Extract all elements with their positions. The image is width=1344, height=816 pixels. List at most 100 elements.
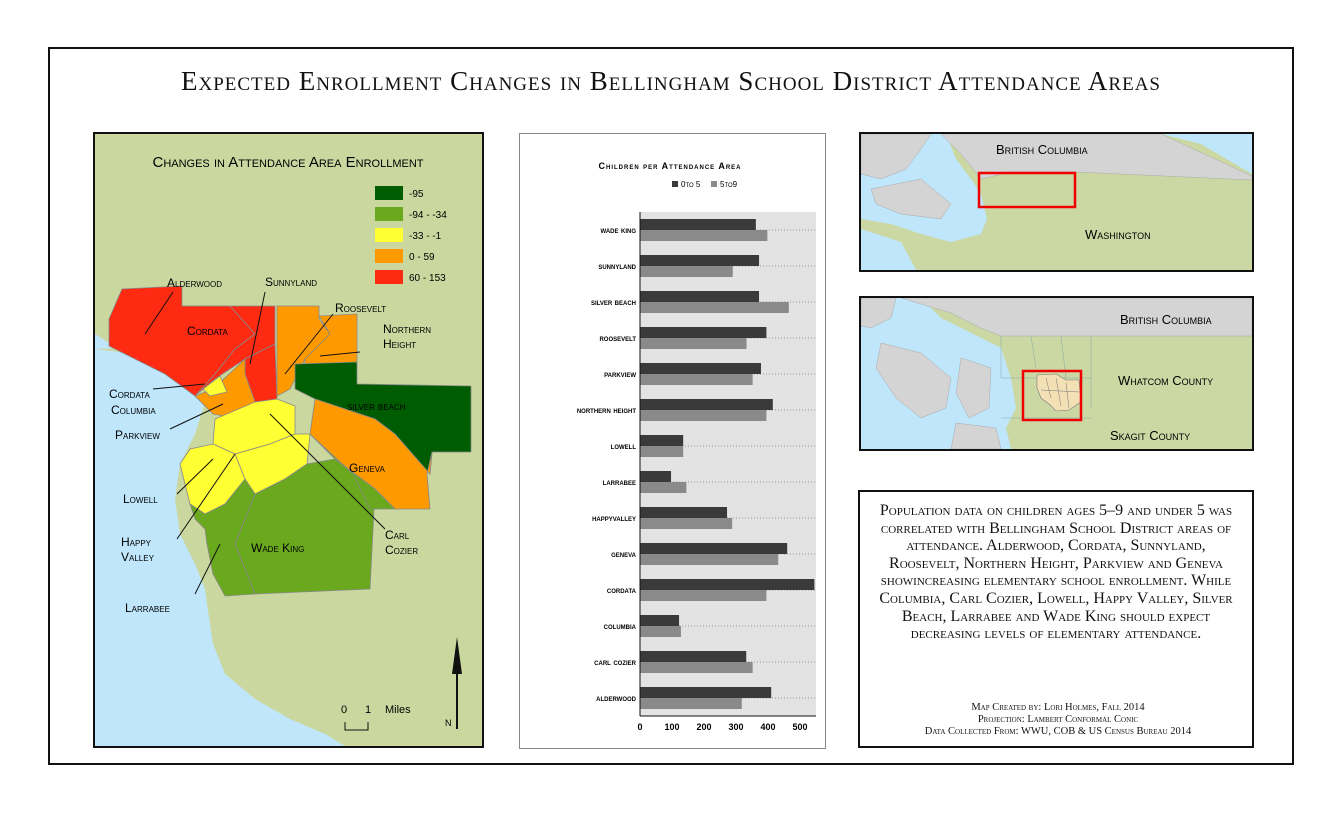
bar-0to5-sunnyland xyxy=(640,255,760,266)
category-label: sunnyland xyxy=(598,261,636,271)
category-labels: wade king sunnyland silver beach roosevelt p… xyxy=(577,225,637,703)
credit-author: Map Created by: Lori Holmes, Fall 2014 xyxy=(971,702,1145,713)
bay-water xyxy=(95,349,345,746)
legend-label-2: -94 - -34 xyxy=(409,210,447,221)
area-carl-cozier xyxy=(309,433,396,510)
inset2-bellingham-areas xyxy=(1036,373,1082,412)
x-tick-label: 100 xyxy=(664,722,679,732)
description-box: Population data on children ages 5–9 and… xyxy=(858,490,1254,748)
scale-one: 1 xyxy=(365,704,371,716)
x-tick-label: 0 xyxy=(637,722,642,732)
bar-5to9-northern-height xyxy=(640,410,767,421)
label-happy-valley-1: Happy xyxy=(121,535,152,549)
map-heading: Changes in Attendance Area Enrollment xyxy=(152,154,423,171)
area-labels: Alderwood Sunnyland Cordata Roosevelt No… xyxy=(109,275,431,615)
bar-0to5-northern-height xyxy=(640,399,773,410)
label-roosevelt: Roosevelt xyxy=(335,301,386,315)
label-carl-cozier-2: Cozier xyxy=(385,543,418,557)
category-label: cordata xyxy=(607,585,637,595)
main-map: Changes in Attendance Area Enrollment -9… xyxy=(93,132,484,748)
label-cordata-columbia-2: Columbia xyxy=(111,403,156,417)
bar-5to9-sunnyland xyxy=(640,266,733,277)
bar-0to5-silver-beach xyxy=(640,291,760,302)
credits: Map Created by: Lori Holmes, Fall 2014 P… xyxy=(866,702,1250,738)
scale-bar: 0 1 Miles xyxy=(341,704,411,731)
x-tick-label: 500 xyxy=(792,722,807,732)
scale-unit: Miles xyxy=(385,704,411,716)
inset-map-county: British Columbia Whatcom County Skagit C… xyxy=(859,296,1254,451)
bar-0to5-parkview xyxy=(640,363,761,374)
legend-swatch-4 xyxy=(375,249,403,263)
category-label: roosevelt xyxy=(599,333,636,343)
x-tick-label: 300 xyxy=(728,722,743,732)
chart-title: Children per Attendance Area xyxy=(598,161,741,171)
legend-swatch-1 xyxy=(375,186,403,200)
category-label: silver beach xyxy=(591,297,636,307)
bar-5to9-happyvalley xyxy=(640,518,733,529)
legend-label-5: 60 - 153 xyxy=(409,273,446,284)
bar-5to9-carl-cozier xyxy=(640,662,753,673)
label-sunnyland: Sunnyland xyxy=(265,275,317,289)
category-label: larrabee xyxy=(603,477,636,487)
legend-label-5to9: 5to9 xyxy=(720,180,738,189)
chart-bars xyxy=(640,219,815,709)
category-label: wade king xyxy=(600,225,636,235)
chart-legend: 0to 5 5to9 xyxy=(672,180,738,189)
legend-swatch-3 xyxy=(375,228,403,242)
label-lowell: Lowell xyxy=(123,492,158,506)
label-northern-height-1: Northern xyxy=(383,322,431,336)
bar-0to5-columbia xyxy=(640,615,680,626)
legend-label-3: -33 - -1 xyxy=(409,231,442,242)
category-label: northern height xyxy=(577,405,637,415)
bar-5to9-geneva xyxy=(640,554,779,565)
inset-map-region-svg: British Columbia Washington xyxy=(861,134,1252,270)
label-cordata-columbia-1: Cordata xyxy=(109,387,150,401)
bar-0to5-lowell xyxy=(640,435,684,446)
label-geneva: Geneva xyxy=(349,461,386,475)
category-label: columbia xyxy=(604,621,637,631)
bar-0to5-cordata xyxy=(640,579,815,590)
label-cordata: Cordata xyxy=(187,324,228,338)
bar-0to5-happyvalley xyxy=(640,507,728,518)
bar-0to5-roosevelt xyxy=(640,327,767,338)
inset1-label-bc: British Columbia xyxy=(996,142,1088,157)
category-label: lowell xyxy=(611,441,637,451)
area-cordata-columbia xyxy=(202,375,228,397)
legend-label-4: 0 - 59 xyxy=(409,252,435,263)
poster-title: Expected Enrollment Changes in Bellingha… xyxy=(181,66,1161,96)
bar-5to9-alderwood xyxy=(640,698,742,709)
description-text: Population data on children ages 5–9 and… xyxy=(879,502,1233,643)
bar-5to9-lowell xyxy=(640,446,684,457)
bar-5to9-silver-beach xyxy=(640,302,789,313)
bar-chart: Children per Attendance Area 0to 5 5to9 … xyxy=(577,161,816,732)
label-happy-valley-2: Valley xyxy=(121,550,155,564)
category-label: carl cozier xyxy=(594,657,636,667)
category-label: happyvalley xyxy=(592,513,636,523)
credit-projection: Projection: Lambert Conformal Conic xyxy=(977,714,1139,725)
bar-5to9-wade-king xyxy=(640,230,768,241)
bar-0to5-geneva xyxy=(640,543,788,554)
label-silver-beach: silver beach xyxy=(347,401,406,413)
bar-5to9-parkview xyxy=(640,374,753,385)
poster-frame xyxy=(48,47,1294,765)
leader-lines xyxy=(144,291,386,595)
main-map-svg: Changes in Attendance Area Enrollment -9… xyxy=(95,154,472,746)
label-alderwood: Alderwood xyxy=(167,276,222,290)
legend-swatch-0to5 xyxy=(672,181,678,187)
chart-panel: Children per Attendance Area 0to 5 5to9 … xyxy=(519,133,826,749)
inset2-locator-box xyxy=(1021,369,1083,422)
inset2-label-skagit: Skagit County xyxy=(1110,428,1190,443)
bar-5to9-cordata xyxy=(640,590,767,601)
bar-5to9-larrabee xyxy=(640,482,687,493)
bar-0to5-larrabee xyxy=(640,471,672,482)
bar-0to5-wade-king xyxy=(640,219,756,230)
north-arrow-icon: N xyxy=(445,637,462,729)
north-label: N xyxy=(445,718,452,728)
label-parkview: Parkview xyxy=(115,428,160,442)
legend-swatch-2 xyxy=(375,207,403,221)
bar-0to5-carl-cozier xyxy=(640,651,747,662)
bar-0to5-alderwood xyxy=(640,687,772,698)
area-larrabee xyxy=(189,478,256,597)
label-carl-cozier-1: Carl xyxy=(385,528,410,542)
inset1-locator-box xyxy=(977,171,1077,209)
